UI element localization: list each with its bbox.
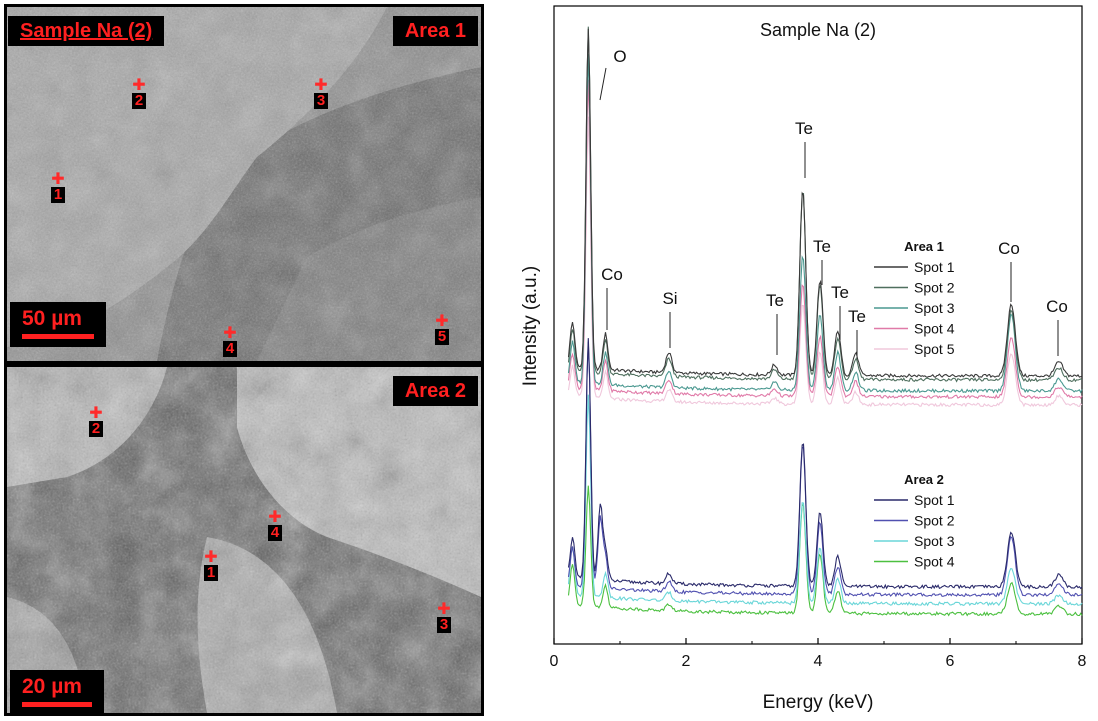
peak-label: Te [766,291,784,310]
scale-bar-2-line [22,702,92,707]
eds-spectrum-chart: Sample Na (2) Energy (keV) Intensity (a.… [520,5,1087,713]
area-2-spectrum-line [567,341,1083,598]
spot-marker-4: ✚ 4 [219,323,241,358]
sem-image-area-1: Sample Na (2) Area 1 50 µm ✚ 1 ✚ 2 ✚ 3 ✚ 4 ✚… [4,4,484,364]
spot-marker-5: ✚ 5 [431,311,453,346]
scale-bar-1-label: 50 µm [22,307,82,330]
scale-bar-2: 20 µm [10,670,104,715]
peak-label: O [613,47,626,66]
legend-title: Area 2 [904,472,944,487]
peak-annotations: O Co Si Te Te Te Te Te Co Co [599,47,1068,356]
spot-marker-1: ✚ 1 [47,169,69,204]
peak-label: Si [662,289,677,308]
legend-entry: Spot 2 [914,280,955,296]
legends: Area 1 Spot 1 Spot 2 Spot 3 Spot 4 Spot 5 Area… [874,239,955,570]
area-1-spectrum-line [567,28,1083,379]
y-axis-label: Intensity (a.u.) [520,266,541,386]
area-2-spectrum-line [567,338,1083,590]
spot-marker-a2-2: ✚ 2 [85,403,107,438]
area-2-spectrum-line [567,394,1083,607]
spot-number: 5 [434,329,450,345]
marker-cross-icon: ✚ [51,169,65,188]
peak-label: Te [795,119,813,138]
x-tick-label: 0 [550,653,559,670]
spot-number: 2 [88,421,104,437]
area-1-spectrum-line [567,26,1083,383]
spot-number: 3 [313,93,329,109]
marker-cross-icon: ✚ [314,75,328,94]
spot-number: 3 [436,617,452,633]
spot-number: 4 [222,341,238,357]
peak-label: Te [831,283,849,302]
spot-marker-2: ✚ 2 [128,75,150,110]
peak-leader-line [599,67,607,101]
spot-marker-a2-3: ✚ 3 [433,599,455,634]
scale-bar-1: 50 µm [10,302,106,347]
scale-bar-1-line [22,334,94,339]
x-axis-label: Energy (keV) [763,692,874,713]
legend-entry: Spot 1 [914,492,955,508]
area-1-spectrum-line [567,116,1083,408]
spectra-curves [567,26,1083,617]
chart-title: Sample Na (2) [760,20,876,40]
legend-entry: Spot 4 [914,554,955,570]
x-tick-label: 4 [814,653,823,670]
peak-label: Te [813,237,831,256]
marker-cross-icon: ✚ [268,507,282,526]
area-2-spectrum-line [567,485,1083,617]
sem-micrograph-1 [7,7,481,361]
marker-cross-icon: ✚ [435,311,449,330]
legend-title: Area 1 [904,239,944,254]
area-1-spectrum-line [567,54,1083,394]
spot-number: 1 [50,187,66,203]
spot-number: 1 [203,565,219,581]
legend-entry: Spot 2 [914,513,955,529]
marker-cross-icon: ✚ [89,403,103,422]
legend-entry: Spot 4 [914,321,955,337]
area-1-spectrum-line [567,79,1083,400]
area-1-label: Area 1 [392,16,478,46]
legend-entry: Spot 1 [914,259,955,275]
spot-number: 2 [131,93,147,109]
peak-label: Co [998,239,1020,258]
x-tick-label: 6 [946,653,955,670]
x-axis-ticks: 0 2 4 6 8 [550,638,1087,670]
marker-cross-icon: ✚ [132,75,146,94]
marker-cross-icon: ✚ [223,323,237,342]
area-2-label: Area 2 [392,376,478,406]
sample-title-label: Sample Na (2) [8,16,165,46]
peak-label: Co [601,265,623,284]
legend-entry: Spot 3 [914,300,955,316]
x-tick-label: 2 [682,653,691,670]
spot-marker-a2-4: ✚ 4 [264,507,286,542]
spot-marker-a2-1: ✚ 1 [200,547,222,582]
legend-entry: Spot 3 [914,533,955,549]
marker-cross-icon: ✚ [204,547,218,566]
legend-entry: Spot 5 [914,341,955,357]
marker-cross-icon: ✚ [437,599,451,618]
spot-number: 4 [267,525,283,541]
sem-micrograph-2 [7,367,481,713]
sem-image-area-2: Area 2 20 µm ✚ 1 ✚ 2 ✚ 3 ✚ 4 [4,364,484,716]
scale-bar-2-label: 20 µm [22,675,82,698]
peak-label: Co [1046,297,1068,316]
x-tick-label: 8 [1078,653,1087,670]
peak-label: Te [848,307,866,326]
spot-marker-3: ✚ 3 [310,75,332,110]
